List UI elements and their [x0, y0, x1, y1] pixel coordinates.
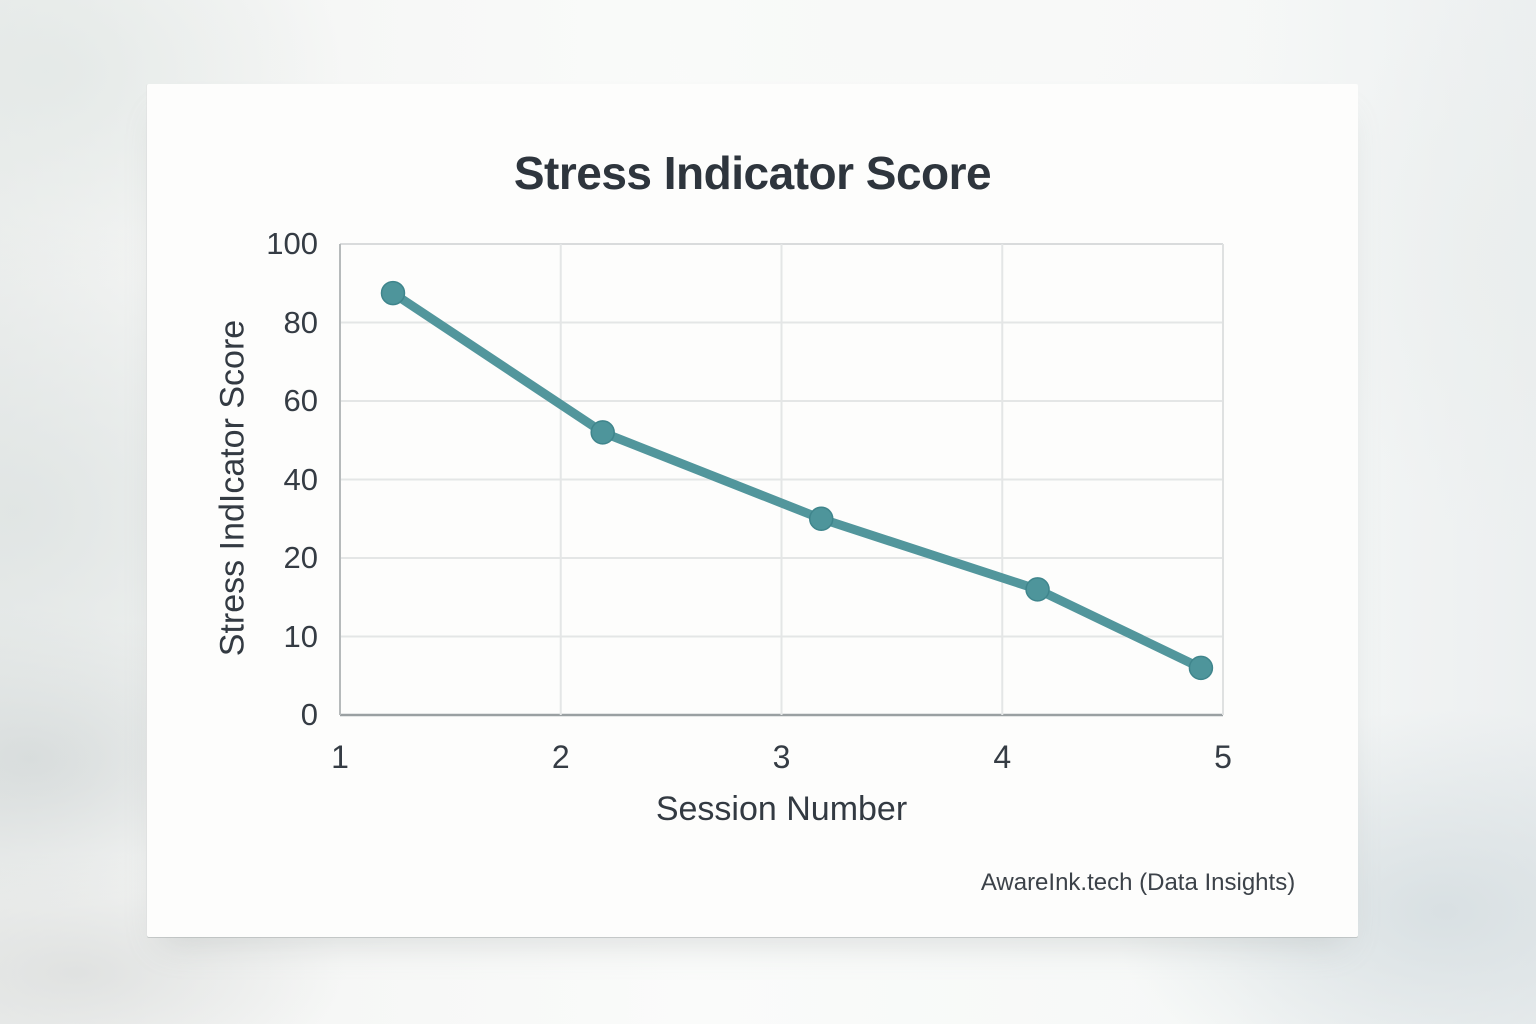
- data-point: [808, 506, 834, 531]
- y-tick-label: 10: [283, 618, 318, 654]
- attribution-watermark: AwareInk.tech (Data Insights): [980, 869, 1296, 896]
- x-tick-label: 2: [551, 739, 570, 775]
- y-tick-label: 0: [300, 697, 318, 732]
- y-tick-label: 100: [266, 226, 318, 261]
- x-tick-label: 4: [993, 739, 1012, 775]
- x-tick-label: 1: [331, 739, 349, 775]
- y-tick-label: 60: [283, 383, 318, 418]
- x-axis-tick-labels: 1 2 3 4 5: [331, 739, 1232, 779]
- data-point: [1188, 655, 1214, 681]
- y-axis-tick-labels: 100 80 60 40 20 10 0: [147, 226, 318, 732]
- x-tick-label: 5: [1214, 739, 1232, 775]
- plot-area: [339, 243, 1224, 717]
- line-chart: [339, 243, 1224, 717]
- x-tick-label: 3: [772, 739, 791, 775]
- data-point: [590, 420, 615, 445]
- data-point: [380, 280, 406, 306]
- chart-title: Stress Indicator Score: [513, 147, 992, 199]
- x-axis-title: Session Number: [655, 790, 908, 828]
- chart-card: Stress Indicator Score Stress IndIcator …: [147, 84, 1358, 937]
- y-tick-label: 40: [283, 461, 318, 497]
- data-point: [1025, 577, 1050, 602]
- y-tick-label: 80: [283, 304, 318, 340]
- y-tick-label: 20: [283, 540, 318, 575]
